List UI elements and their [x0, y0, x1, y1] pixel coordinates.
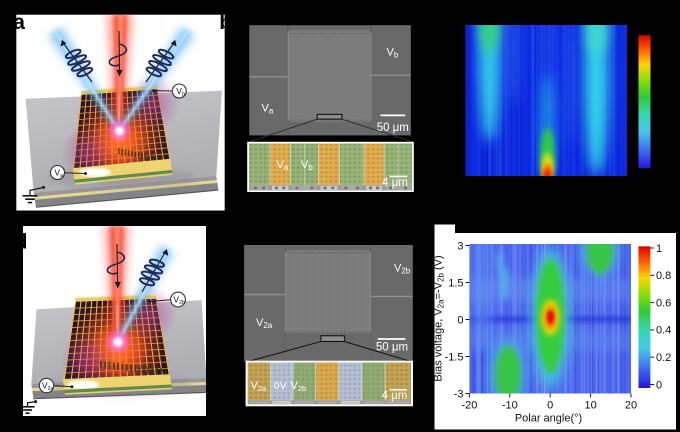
svg-text:0: 0: [547, 400, 553, 412]
svg-text:50 μm: 50 μm: [377, 122, 409, 134]
svg-text:Va: Va: [262, 103, 274, 116]
svg-text:3: 3: [457, 240, 463, 252]
svg-text:V2a: V2a: [256, 317, 273, 330]
svg-text:Polar angle(°): Polar angle(°): [515, 413, 582, 425]
svg-text:-3: -3: [454, 388, 464, 400]
svg-text:-20: -20: [461, 400, 477, 412]
svg-text:0.4: 0.4: [656, 325, 671, 337]
svg-text:1: 1: [656, 243, 662, 255]
svg-text:20: 20: [625, 400, 637, 412]
svg-text:Va: Va: [277, 159, 289, 172]
svg-text:Vb: Vb: [387, 47, 399, 60]
svg-text:Va: Va: [54, 168, 64, 179]
svg-text:V2a: V2a: [251, 380, 268, 393]
svg-text:50 μm: 50 μm: [376, 342, 408, 354]
svg-text:d: d: [15, 231, 28, 254]
svg-text:0: 0: [656, 379, 662, 391]
svg-text:-1.5: -1.5: [445, 351, 464, 363]
svg-text:a: a: [13, 11, 25, 34]
svg-text:Vb: Vb: [176, 86, 185, 97]
svg-text:10: 10: [584, 400, 596, 412]
svg-text:Vb: Vb: [301, 159, 313, 172]
svg-text:-10: -10: [502, 400, 518, 412]
svg-text:4 μm: 4 μm: [382, 390, 408, 402]
svg-text:1.5: 1.5: [448, 277, 463, 289]
svg-text:b: b: [219, 11, 232, 34]
svg-text:0V: 0V: [274, 380, 287, 392]
svg-text:0: 0: [457, 314, 463, 326]
svg-text:V2b: V2b: [173, 295, 184, 306]
svg-text:V2a: V2a: [42, 381, 53, 392]
svg-text:V2b: V2b: [394, 263, 411, 276]
svg-text:0.8: 0.8: [656, 270, 671, 282]
svg-text:0.2: 0.2: [656, 352, 671, 364]
svg-text:Bias voltage, V2a=-V2b (V): Bias voltage, V2a=-V2b (V): [433, 255, 446, 381]
svg-text:0.6: 0.6: [656, 297, 671, 309]
svg-text:4 μm: 4 μm: [382, 177, 408, 189]
svg-text:V2b: V2b: [291, 380, 307, 393]
